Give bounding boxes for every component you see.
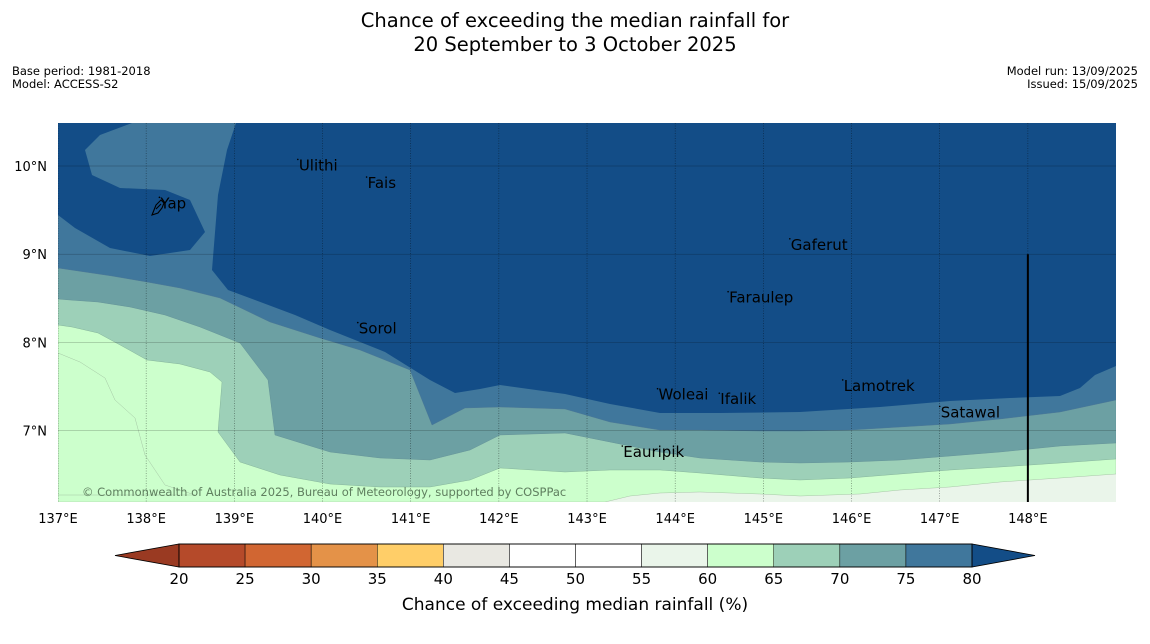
model-name: Model: ACCESS-S2 (12, 77, 119, 91)
title-line-2: 20 September to 3 October 2025 (413, 33, 737, 56)
colorbar-segment (443, 543, 510, 568)
place-label-yap: Yap (159, 194, 186, 212)
place-label-fais: Fais (368, 174, 397, 192)
longitude-tick-label: 139°E (215, 512, 255, 527)
colorbar-segment (244, 543, 312, 568)
colorbar-tick-label: 80 (962, 570, 981, 588)
place-label-satawal: Satawal (941, 403, 1000, 421)
colorbar-segment (178, 543, 246, 568)
place-label-lamotrek: Lamotrek (844, 377, 915, 395)
colorbar-segment (509, 543, 576, 568)
colorbar-frame (178, 543, 973, 568)
colorbar-segment (707, 543, 775, 568)
island-marker (718, 392, 721, 394)
colorbar-title: Chance of exceeding median rainfall (%) (402, 595, 748, 615)
colorbar-under-arrow (114, 543, 180, 568)
colorbar-segment (310, 543, 378, 568)
copyright-notice: © Commonwealth of Australia 2025, Bureau… (82, 485, 566, 499)
colorbar-over-arrow (971, 543, 1036, 568)
colorbar-tick-label: 20 (169, 570, 188, 588)
place-label-ulithi: Ulithi (299, 156, 338, 174)
place-label-sorol: Sorol (359, 320, 397, 338)
longitude-tick-label: 140°E (303, 512, 343, 527)
place-labels: Yap Ulithi Fais Gaferut Faraulep Sorol Woleai I… (158, 156, 1000, 461)
colorbar-tick-label: 40 (434, 570, 453, 588)
meta-right: Model run: 13/09/2025 Issued: 15/09/2025 (1007, 65, 1138, 91)
colorbar-segment (839, 543, 907, 568)
meta-left: Base period: 1981-2018 Model: ACCESS-S2 (12, 65, 151, 91)
band-80-plus-northwest (58, 123, 205, 256)
colorbar-tick-label: 55 (632, 570, 651, 588)
island-marker (158, 196, 161, 199)
latitude-tick-label: 7°N (23, 425, 48, 440)
title-line-1: Chance of exceeding the median rainfall … (360, 9, 790, 32)
longitude-tick-label: 138°E (126, 512, 166, 527)
island-marker (621, 445, 624, 447)
map-graticule (58, 123, 1116, 502)
longitude-labels: 137°E 138°E 139°E 140°E 141°E 142°E 143°E 144°E… (38, 512, 1047, 527)
island-marker (656, 387, 659, 390)
place-label-gaferut: Gaferut (791, 236, 848, 254)
longitude-tick-label: 147°E (920, 512, 960, 527)
yap-island-outline (151, 199, 165, 216)
longitude-tick-label: 146°E (832, 512, 872, 527)
place-label-ifalik: Ifalik (720, 390, 756, 408)
rainfall-probability-field (58, 123, 1116, 502)
place-label-faraulep: Faraulep (729, 289, 793, 307)
colorbar-tick-label: 70 (830, 570, 849, 588)
latitude-tick-label: 8°N (23, 336, 48, 351)
place-label-eauripik: Eauripik (623, 443, 684, 461)
island-marker (789, 237, 791, 240)
colorbar-tick-label: 65 (764, 570, 783, 588)
island-marker (938, 405, 941, 408)
longitude-tick-label: 148°E (1008, 512, 1048, 527)
colorbar-tick-label: 30 (302, 570, 321, 588)
longitude-tick-label: 137°E (38, 512, 78, 527)
island-marker (356, 321, 359, 324)
colorbar-segment (641, 543, 708, 568)
longitude-tick-label: 144°E (655, 512, 695, 527)
latitude-tick-label: 9°N (23, 248, 48, 263)
issued-date: Issued: 15/09/2025 (1027, 77, 1138, 91)
longitude-tick-label: 145°E (744, 512, 784, 527)
base-period: Base period: 1981-2018 (12, 64, 151, 78)
colorbar-tick-label: 75 (896, 570, 915, 588)
island-marker (727, 290, 729, 293)
latitude-labels: 10°N 9°N 8°N 7°N (14, 160, 47, 440)
colorbar-tick-labels: 20 25 30 35 40 45 50 55 60 65 70 75 80 (169, 570, 981, 588)
colorbar (114, 543, 1036, 568)
colorbar-tick-label: 50 (566, 570, 585, 588)
longitude-tick-label: 142°E (479, 512, 519, 527)
colorbar-tick-label: 35 (368, 570, 387, 588)
colorbar-segment (905, 543, 973, 568)
band-80-plus (212, 123, 1116, 413)
island-marker (297, 158, 299, 161)
island-marker (365, 176, 368, 178)
latitude-tick-label: 10°N (14, 160, 47, 175)
colorbar-tick-label: 25 (236, 570, 255, 588)
colorbar-segment (575, 543, 642, 568)
colorbar-tick-label: 45 (500, 570, 519, 588)
longitude-tick-label: 143°E (567, 512, 607, 527)
colorbar-tick-label: 60 (698, 570, 717, 588)
model-run: Model run: 13/09/2025 (1006, 64, 1138, 78)
colorbar-segment (377, 543, 444, 568)
island-marker (841, 379, 844, 381)
chart-title: Chance of exceeding the median rainfall … (0, 9, 1150, 57)
longitude-tick-label: 141°E (391, 512, 431, 527)
colorbar-segment (773, 543, 841, 568)
place-label-woleai: Woleai (659, 386, 709, 404)
